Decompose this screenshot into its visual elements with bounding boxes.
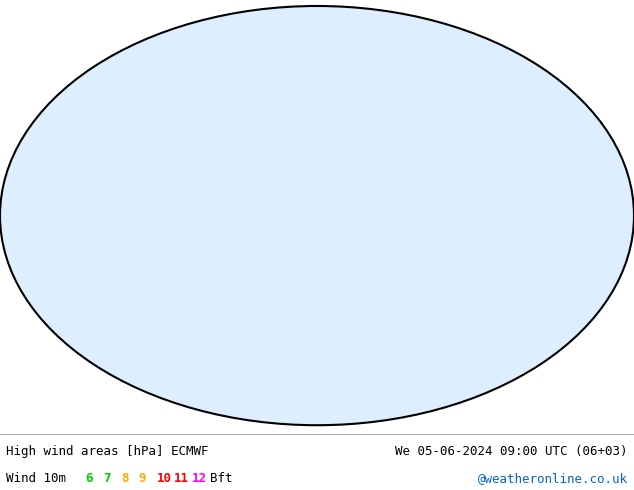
- Text: 9: 9: [139, 472, 146, 485]
- Text: 8: 8: [121, 472, 129, 485]
- Text: 12: 12: [192, 472, 207, 485]
- Text: 7: 7: [103, 472, 111, 485]
- Text: Wind 10m: Wind 10m: [6, 472, 67, 485]
- Text: 6: 6: [86, 472, 93, 485]
- Text: Bft: Bft: [210, 472, 232, 485]
- Text: @weatheronline.co.uk: @weatheronline.co.uk: [477, 472, 628, 485]
- Text: 11: 11: [174, 472, 190, 485]
- Text: 10: 10: [157, 472, 172, 485]
- Text: We 05-06-2024 09:00 UTC (06+03): We 05-06-2024 09:00 UTC (06+03): [395, 445, 628, 458]
- Ellipse shape: [0, 6, 634, 425]
- Text: High wind areas [hPa] ECMWF: High wind areas [hPa] ECMWF: [6, 445, 209, 458]
